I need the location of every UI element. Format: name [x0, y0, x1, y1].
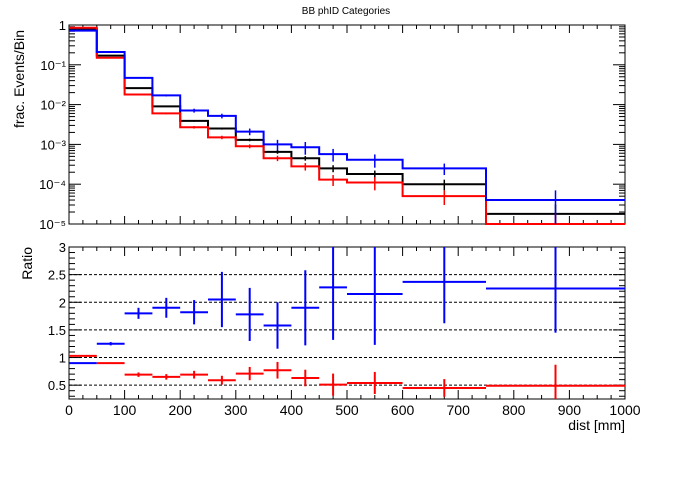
x-tick-label: 800: [502, 402, 526, 418]
top-y-axis-label: frac. Events/Bin: [11, 30, 27, 128]
x-axis-label: dist [mm]: [568, 417, 625, 433]
y-tick-label: 2: [59, 295, 66, 310]
ratio-series-0: [69, 247, 625, 365]
y-tick-label: 3: [59, 240, 66, 255]
y-tick-label: 10⁻⁵: [39, 217, 66, 232]
y-tick-label: 10⁻¹: [40, 58, 66, 73]
x-tick-label: 100: [113, 402, 137, 418]
x-tick-label: 700: [447, 402, 471, 418]
x-tick-label: 500: [335, 402, 359, 418]
ratio-series-1: [69, 354, 625, 399]
bottom-plot-frame: [68, 246, 626, 400]
y-tick-label: 10⁻⁴: [39, 177, 66, 192]
y-tick-label: 1.5: [48, 323, 66, 338]
series-2: [69, 29, 625, 224]
x-tick-label: 300: [224, 402, 248, 418]
y-tick-label: 0.5: [48, 378, 66, 393]
series-1: [69, 26, 625, 225]
x-tick-label: 0: [65, 402, 73, 418]
y-tick-label: 1: [59, 351, 66, 366]
x-tick-label: 200: [169, 402, 193, 418]
x-tick-label: 1000: [609, 402, 640, 418]
y-tick-label: 1: [59, 18, 66, 33]
y-tick-label: 10⁻³: [40, 137, 66, 152]
bottom-x-ticks: 0 100 200 300 400 500 600 700 800 900 1000: [65, 247, 641, 418]
top-panel: 10⁻⁵ 10⁻⁴ 10⁻³ 10⁻² 10⁻¹ 1: [39, 18, 626, 232]
x-tick-label: 400: [280, 402, 304, 418]
bottom-y-ticks: 0.5 1 1.5 2 2.5 3: [48, 240, 625, 397]
bottom-panel: 0 100 200 300 400 500 600 700 800 900 1000 0.5 1 1.5 2…: [48, 240, 641, 418]
y-tick-label: 2.5: [48, 268, 66, 283]
chart-title: BB phID Categories: [302, 6, 390, 17]
y-tick-label: 10⁻²: [40, 98, 66, 113]
top-plot-frame: [68, 24, 626, 225]
top-y-ticks: 10⁻⁵ 10⁻⁴ 10⁻³ 10⁻² 10⁻¹ 1: [39, 18, 625, 232]
bottom-y-axis-label: Ratio: [19, 247, 35, 280]
x-tick-label: 600: [391, 402, 415, 418]
x-tick-label: 900: [558, 402, 582, 418]
